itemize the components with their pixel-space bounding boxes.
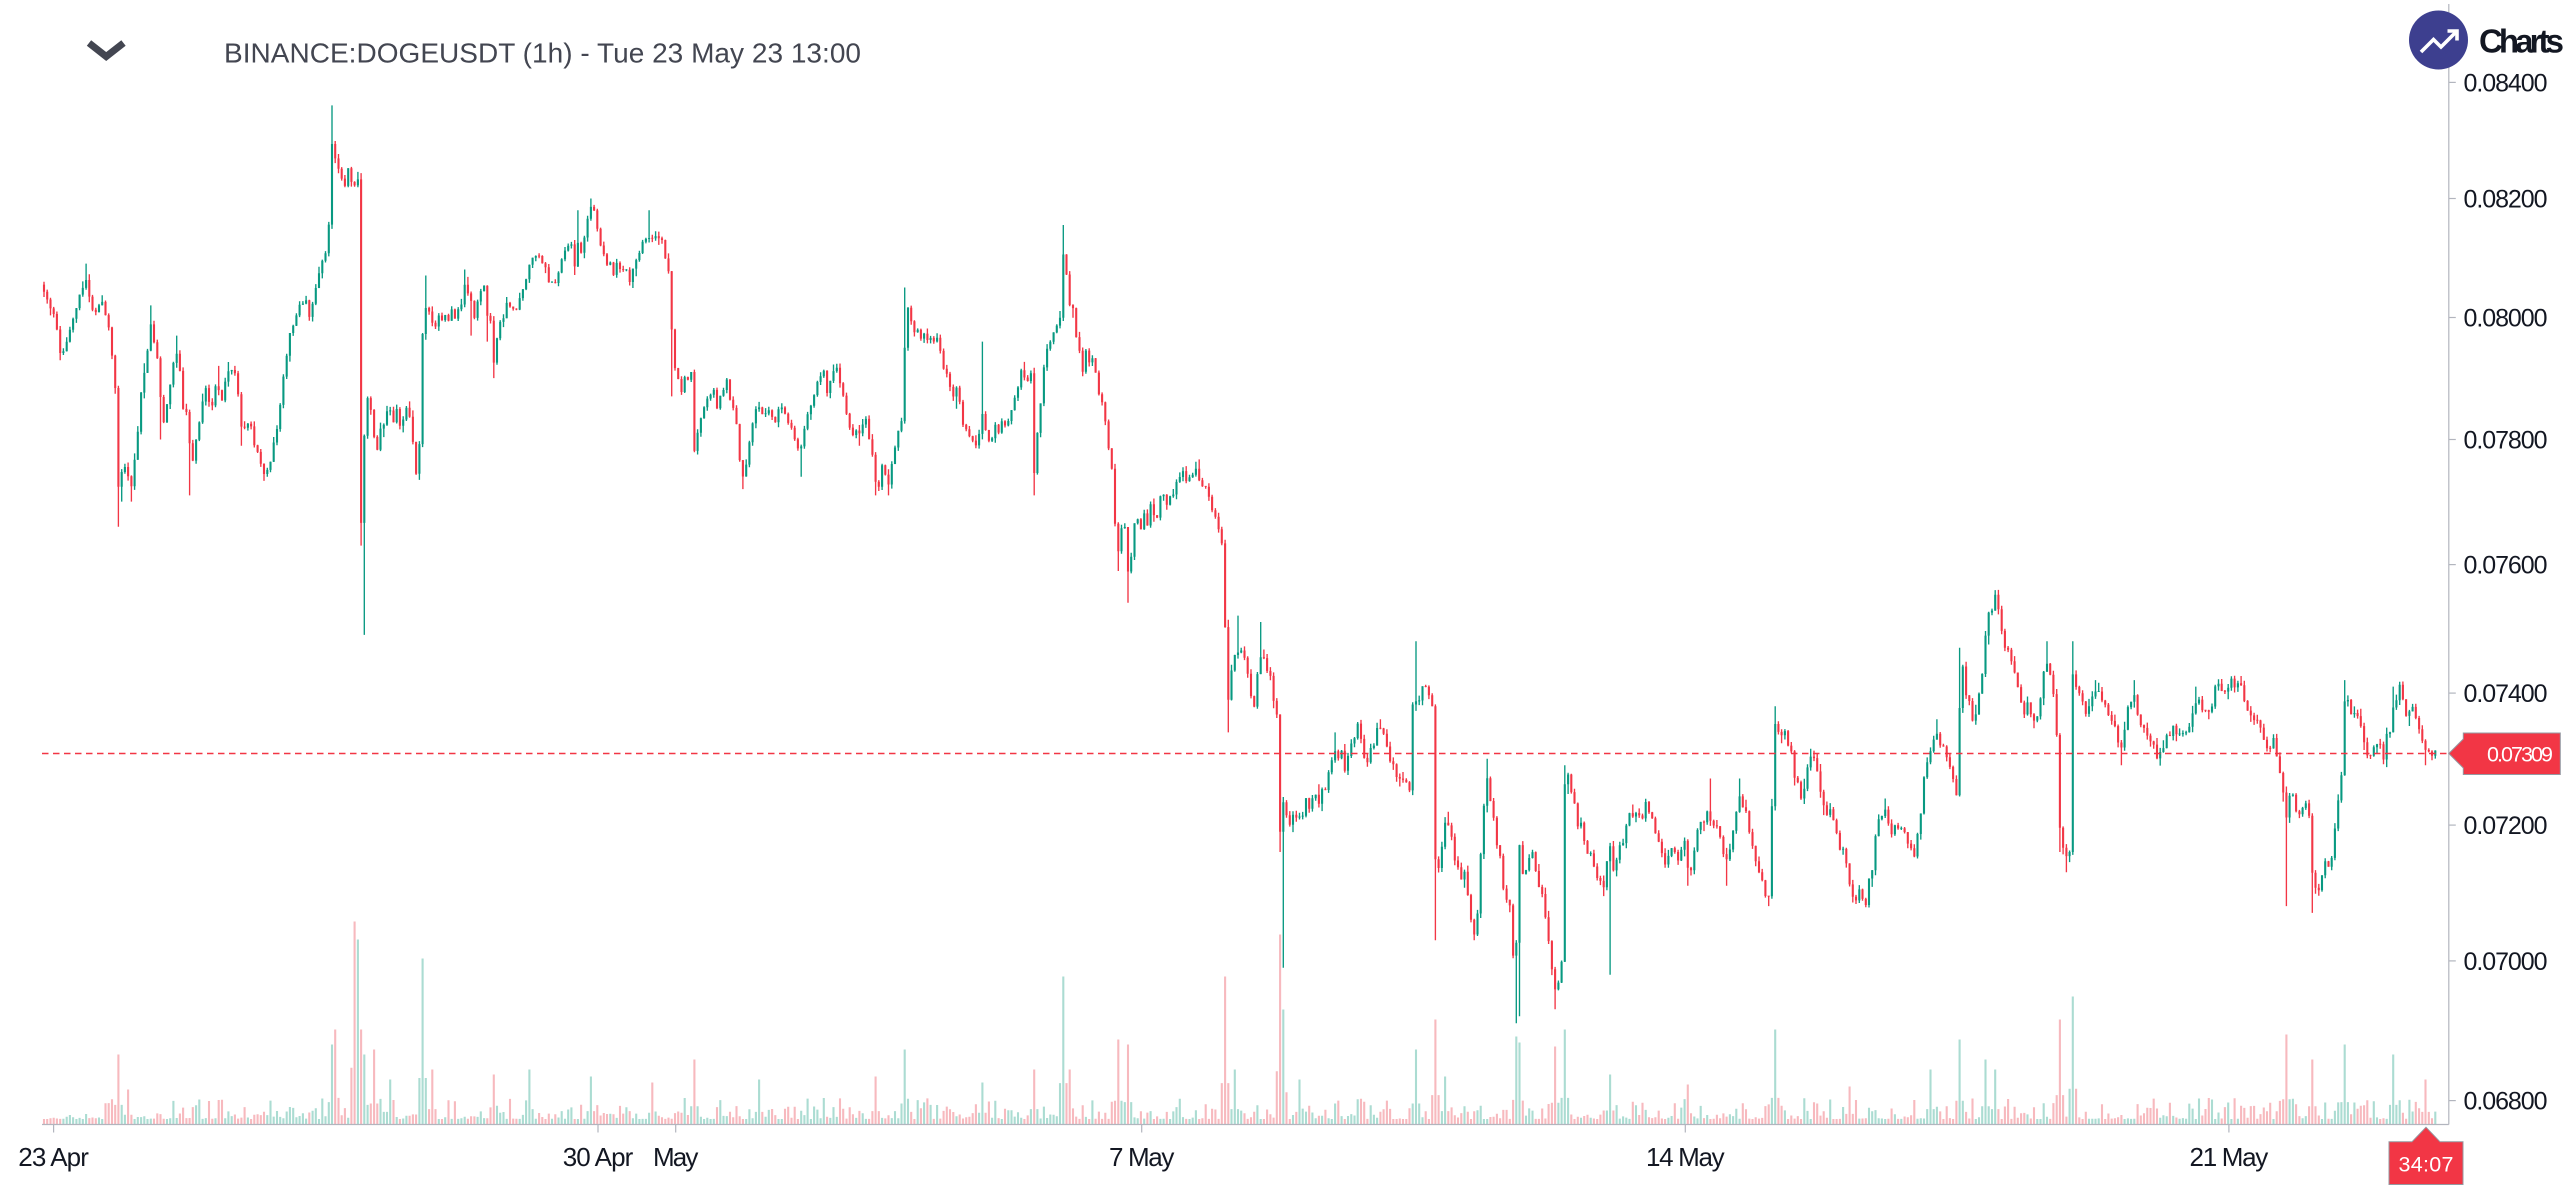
svg-text:0.08000: 0.08000	[2464, 305, 2548, 333]
svg-text:0.07309: 0.07309	[2487, 743, 2553, 767]
svg-text:0.07400: 0.07400	[2464, 680, 2548, 708]
svg-text:34:07: 34:07	[2399, 1153, 2454, 1177]
svg-text:0.08400: 0.08400	[2464, 69, 2548, 97]
svg-text:Charts: Charts	[2479, 23, 2564, 60]
svg-text:0.07600: 0.07600	[2464, 552, 2548, 580]
svg-text:14 May: 14 May	[1646, 1142, 1725, 1172]
svg-text:0.07200: 0.07200	[2464, 812, 2548, 840]
svg-text:7 May: 7 May	[1109, 1142, 1174, 1172]
svg-text:b: b	[2568, 23, 2570, 60]
svg-text:0.08200: 0.08200	[2464, 186, 2548, 214]
svg-text:23 Apr: 23 Apr	[18, 1142, 89, 1172]
svg-text:0.07000: 0.07000	[2464, 948, 2548, 976]
svg-text:0.07800: 0.07800	[2464, 427, 2548, 455]
svg-text:0.06800: 0.06800	[2464, 1088, 2548, 1116]
svg-text:21 May: 21 May	[2190, 1142, 2269, 1172]
svg-text:30 Apr: 30 Apr	[563, 1142, 634, 1172]
svg-text:May: May	[653, 1142, 698, 1172]
svg-text:BINANCE:DOGEUSDT (1h) - Tue 23: BINANCE:DOGEUSDT (1h) - Tue 23 May 23 13…	[224, 38, 861, 69]
